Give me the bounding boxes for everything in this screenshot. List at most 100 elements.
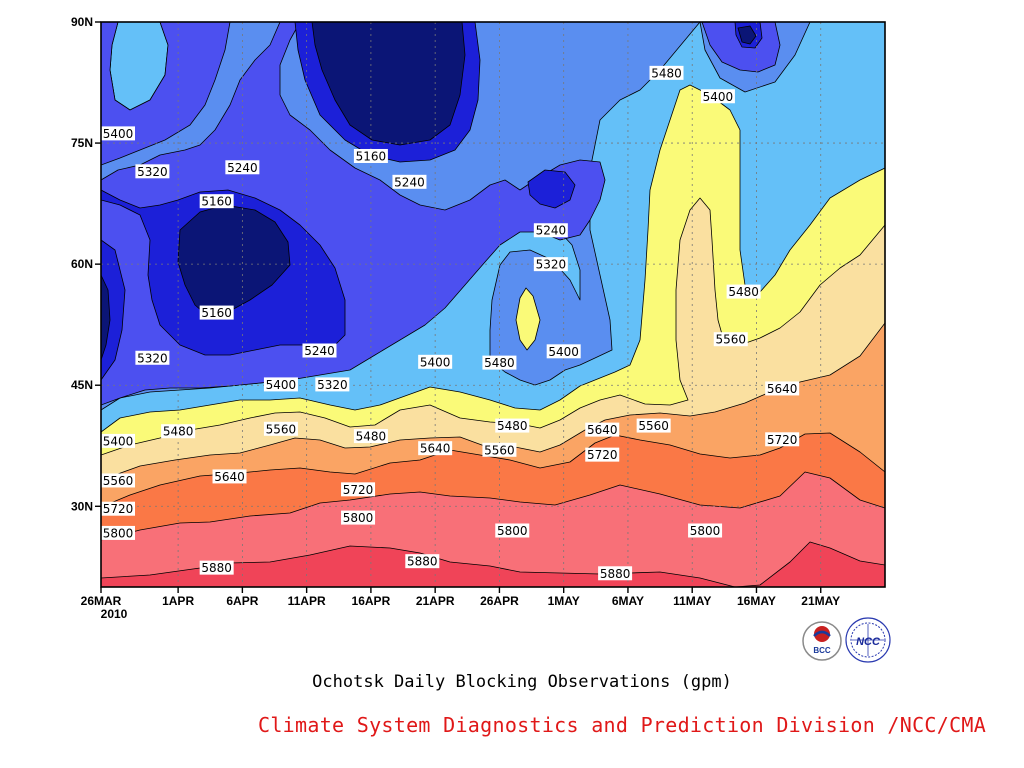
x-tick-label: 26APR xyxy=(480,594,519,608)
contour-label: 5640 xyxy=(212,469,247,484)
y-tick-label: 90N xyxy=(71,15,93,29)
contour-label: 5640 xyxy=(418,441,453,456)
svg-text:5720: 5720 xyxy=(343,483,374,497)
svg-text:5320: 5320 xyxy=(317,378,348,392)
contour-label: 5320 xyxy=(533,257,568,272)
contour-labels: 5400 5320 5240 5160 5160 5320 5240 5400 5320 5160… xyxy=(101,65,800,581)
y-tick-label: 60N xyxy=(71,257,93,271)
contour-label: 5720 xyxy=(341,482,376,497)
svg-text:5880: 5880 xyxy=(201,561,232,575)
svg-text:5160: 5160 xyxy=(356,149,387,163)
svg-text:5560: 5560 xyxy=(484,443,515,457)
contour-label: 5560 xyxy=(101,473,135,488)
x-tick-label: 21APR xyxy=(416,594,455,608)
contour-label: 5480 xyxy=(495,418,530,433)
svg-text:5240: 5240 xyxy=(227,161,258,175)
svg-text:5480: 5480 xyxy=(484,356,515,370)
contour-label: 5560 xyxy=(263,421,298,436)
svg-text:5320: 5320 xyxy=(137,351,168,365)
svg-text:5640: 5640 xyxy=(420,442,451,456)
svg-text:5400: 5400 xyxy=(266,378,297,392)
svg-text:5640: 5640 xyxy=(587,423,618,437)
grid-lines xyxy=(101,22,885,587)
svg-text:5160: 5160 xyxy=(201,195,232,209)
contour-label: 5880 xyxy=(199,560,234,575)
svg-text:5800: 5800 xyxy=(343,511,374,525)
contour-label: 5880 xyxy=(598,566,633,581)
svg-text:5560: 5560 xyxy=(715,333,746,347)
svg-text:5480: 5480 xyxy=(651,66,682,80)
contour-label: 5480 xyxy=(482,355,517,370)
x-tick-label: 1MAY xyxy=(548,594,580,608)
svg-text:5400: 5400 xyxy=(420,355,451,369)
bcc-logo: BCC xyxy=(802,621,842,661)
contour-label: 5560 xyxy=(482,442,517,457)
contour-label: 5400 xyxy=(418,354,453,369)
svg-text:5320: 5320 xyxy=(536,258,567,272)
contour-label: 5640 xyxy=(585,422,620,437)
svg-text:5560: 5560 xyxy=(638,419,669,433)
contour-label: 5160 xyxy=(353,148,388,163)
x-tick-label: 6MAY xyxy=(612,594,644,608)
x-tick-label: 11APR xyxy=(288,594,326,608)
svg-text:5880: 5880 xyxy=(600,567,631,581)
svg-text:5640: 5640 xyxy=(214,470,245,484)
contour-label: 5400 xyxy=(263,377,298,392)
contour-label: 5480 xyxy=(353,429,388,444)
svg-text:5800: 5800 xyxy=(103,526,134,540)
contour-fill xyxy=(101,22,885,587)
svg-text:5720: 5720 xyxy=(767,433,798,447)
contour-label: 5320 xyxy=(315,377,350,392)
contour-label: 5240 xyxy=(392,174,427,189)
credit-line: Climate System Diagnostics and Predictio… xyxy=(258,713,987,737)
svg-text:5160: 5160 xyxy=(201,306,232,320)
svg-text:5560: 5560 xyxy=(266,422,297,436)
svg-text:5400: 5400 xyxy=(703,90,734,104)
contour-label: 5800 xyxy=(341,510,376,525)
x-tick-label: 16MAY xyxy=(737,594,776,608)
svg-text:5800: 5800 xyxy=(497,524,528,538)
contour-label: 5400 xyxy=(546,344,581,359)
x-tick-label: 16APR xyxy=(352,594,391,608)
svg-text:5240: 5240 xyxy=(304,344,335,358)
svg-text:5400: 5400 xyxy=(103,127,134,141)
ncc-logo: NCC xyxy=(845,617,891,663)
svg-text:NCC: NCC xyxy=(856,636,881,648)
x-tick-label: 11MAY xyxy=(673,594,711,608)
contour-label: 5160 xyxy=(199,305,234,320)
svg-text:5320: 5320 xyxy=(137,165,168,179)
contour-label: 5480 xyxy=(726,284,761,299)
svg-text:5480: 5480 xyxy=(163,425,194,439)
y-tick-label: 30N xyxy=(71,499,93,513)
x-tick-label: 1APR xyxy=(162,594,194,608)
svg-text:5800: 5800 xyxy=(690,524,721,538)
svg-text:5240: 5240 xyxy=(394,175,425,189)
x-axis-year-label: 2010 xyxy=(101,607,128,621)
contour-label: 5320 xyxy=(135,164,170,179)
contour-label: 5480 xyxy=(161,424,196,439)
x-tick-label: 21MAY xyxy=(801,594,840,608)
contour-label: 5480 xyxy=(649,65,684,80)
contour-label: 5720 xyxy=(585,447,620,462)
x-tick-label: 26MAR xyxy=(81,594,122,608)
svg-text:5560: 5560 xyxy=(103,474,134,488)
contour-label: 5400 xyxy=(101,433,135,448)
chart-title: Ochotsk Daily Blocking Observations (gpm… xyxy=(312,672,732,692)
svg-text:5480: 5480 xyxy=(497,419,528,433)
contour-label: 5800 xyxy=(495,523,530,538)
contour-label: 5720 xyxy=(101,501,135,516)
svg-text:5480: 5480 xyxy=(356,430,387,444)
svg-text:5720: 5720 xyxy=(103,502,134,516)
contour-label: 5640 xyxy=(765,381,800,396)
svg-text:5880: 5880 xyxy=(407,555,438,569)
svg-text:5640: 5640 xyxy=(767,382,798,396)
y-axis: 90N 75N 60N 45N 30N xyxy=(71,15,101,513)
svg-text:5400: 5400 xyxy=(548,345,579,359)
x-tick-label: 6APR xyxy=(226,594,258,608)
contour-label: 5800 xyxy=(101,525,135,540)
contour-label: 5160 xyxy=(199,194,234,209)
contour-label: 5240 xyxy=(533,223,568,238)
svg-text:BCC: BCC xyxy=(813,646,831,655)
contour-label: 5560 xyxy=(713,332,748,347)
